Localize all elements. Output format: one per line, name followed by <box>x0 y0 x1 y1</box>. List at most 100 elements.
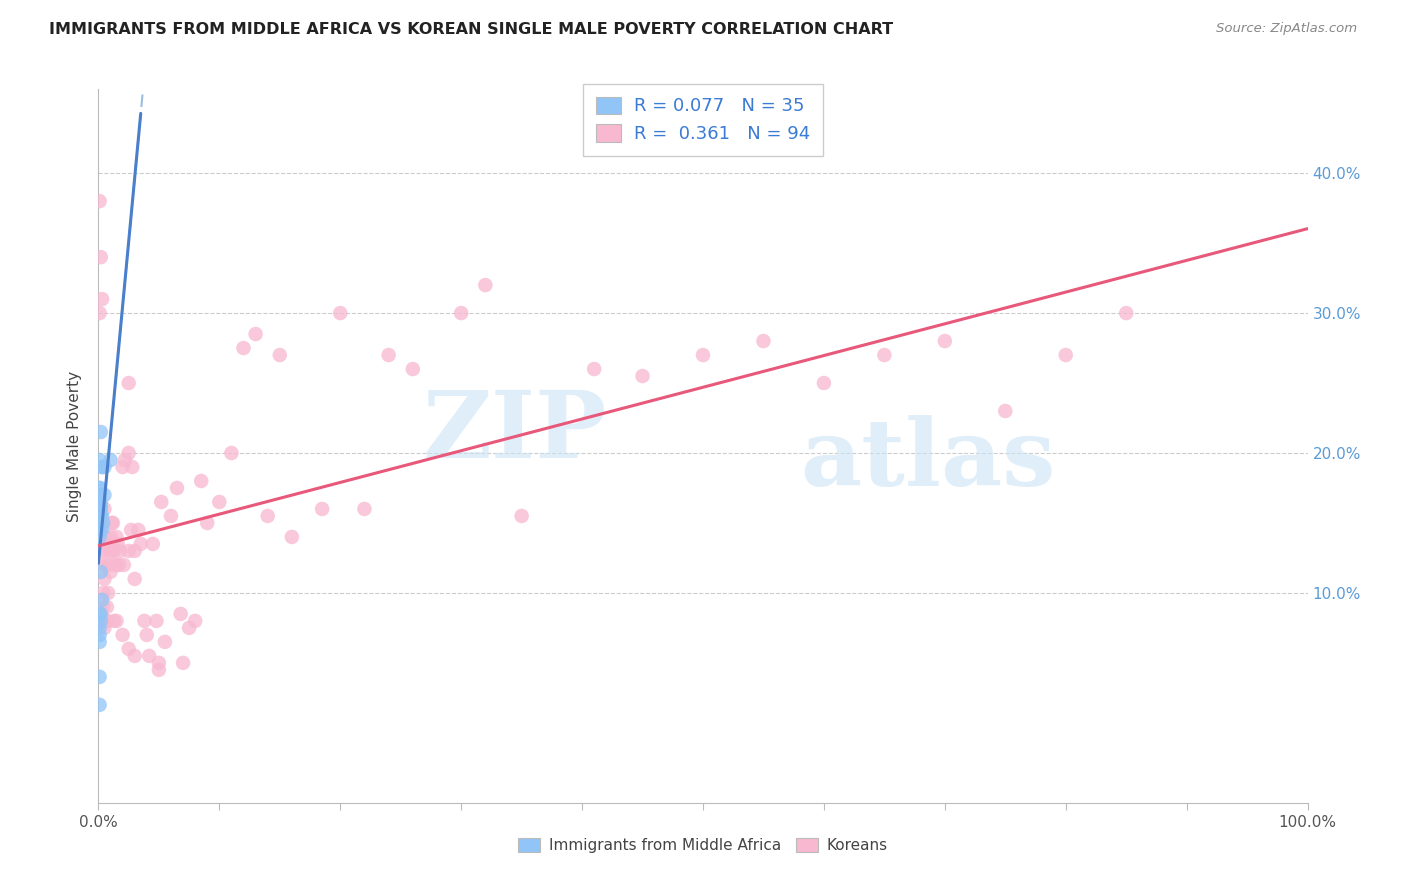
Point <box>89 502 111 516</box>
Point <box>89 306 111 320</box>
Point <box>353 502 375 516</box>
Point <box>692 348 714 362</box>
Point <box>135 628 157 642</box>
Text: atlas: atlas <box>800 416 1054 505</box>
Point <box>124 648 146 663</box>
Point <box>994 404 1017 418</box>
Point <box>100 565 122 579</box>
Point <box>311 502 333 516</box>
Point <box>153 635 176 649</box>
Point <box>1054 348 1077 362</box>
Point <box>127 523 149 537</box>
Point <box>89 523 111 537</box>
Point <box>91 460 114 475</box>
Point <box>89 516 111 530</box>
Point <box>148 656 170 670</box>
Point <box>145 614 167 628</box>
Point <box>89 621 111 635</box>
Point <box>100 453 122 467</box>
Point <box>138 648 160 663</box>
Point <box>101 544 124 558</box>
Point <box>190 474 212 488</box>
Point <box>281 530 304 544</box>
Point <box>89 481 111 495</box>
Point <box>91 586 114 600</box>
Text: ZIP: ZIP <box>422 387 606 476</box>
Point <box>148 663 170 677</box>
Point <box>90 607 112 621</box>
Point <box>89 194 111 208</box>
Point <box>91 599 114 614</box>
Point <box>256 508 278 523</box>
Point <box>329 306 352 320</box>
Point <box>873 348 896 362</box>
Point <box>90 614 112 628</box>
Point <box>96 558 118 572</box>
Point <box>89 607 111 621</box>
Point <box>90 495 112 509</box>
Point <box>93 502 115 516</box>
Point <box>93 488 115 502</box>
Point <box>377 348 399 362</box>
Point <box>402 362 425 376</box>
Point <box>93 572 115 586</box>
Point <box>89 508 111 523</box>
Point <box>90 499 112 513</box>
Point <box>118 376 141 390</box>
Point <box>269 348 291 362</box>
Point <box>96 614 118 628</box>
Legend: Immigrants from Middle Africa, Koreans: Immigrants from Middle Africa, Koreans <box>512 831 894 859</box>
Point <box>108 544 131 558</box>
Point <box>105 558 128 572</box>
Point <box>89 530 111 544</box>
Text: Source: ZipAtlas.com: Source: ZipAtlas.com <box>1216 22 1357 36</box>
Point <box>90 565 112 579</box>
Point <box>91 523 114 537</box>
Point <box>94 614 117 628</box>
Point <box>91 508 114 523</box>
Point <box>91 558 114 572</box>
Point <box>104 558 127 572</box>
Point <box>124 572 146 586</box>
Point <box>89 628 111 642</box>
Point <box>450 306 472 320</box>
Point <box>752 334 775 348</box>
Point <box>160 508 183 523</box>
Text: IMMIGRANTS FROM MIDDLE AFRICA VS KOREAN SINGLE MALE POVERTY CORRELATION CHART: IMMIGRANTS FROM MIDDLE AFRICA VS KOREAN … <box>49 22 893 37</box>
Point <box>89 508 111 523</box>
Point <box>1115 306 1137 320</box>
Point <box>134 614 156 628</box>
Point <box>96 599 118 614</box>
Point <box>111 628 134 642</box>
Point <box>93 621 115 635</box>
Point <box>101 516 124 530</box>
Point <box>142 537 165 551</box>
Point <box>129 537 152 551</box>
Point <box>89 502 111 516</box>
Point <box>103 544 125 558</box>
Point <box>166 481 188 495</box>
Point <box>89 635 111 649</box>
Point <box>100 544 122 558</box>
Point <box>97 586 120 600</box>
Point <box>221 446 243 460</box>
Point <box>474 278 496 293</box>
Point <box>90 425 112 439</box>
Point <box>118 641 141 656</box>
Point <box>94 530 117 544</box>
Point <box>118 446 141 460</box>
Point <box>179 621 201 635</box>
Point <box>631 369 654 384</box>
Point <box>90 508 112 523</box>
Point <box>108 558 131 572</box>
Point <box>91 460 114 475</box>
Point <box>89 453 111 467</box>
Point <box>91 593 114 607</box>
Point <box>583 362 606 376</box>
Point <box>208 495 231 509</box>
Point <box>195 516 218 530</box>
Point <box>89 502 111 516</box>
Point <box>94 544 117 558</box>
Point <box>100 516 122 530</box>
Point <box>98 558 121 572</box>
